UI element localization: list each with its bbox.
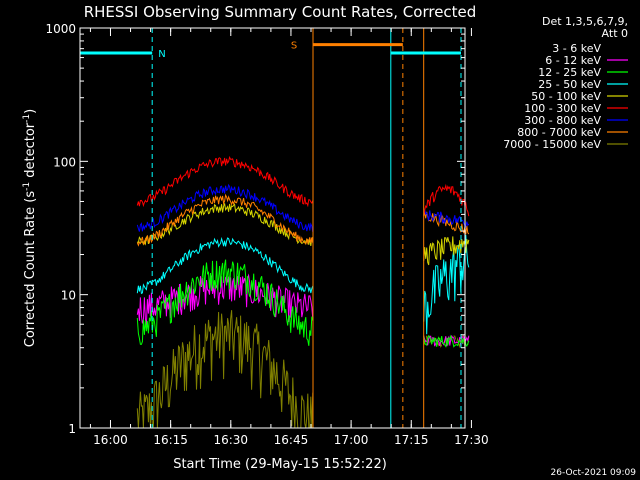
legend-label-2: 12 - 25 keV	[538, 66, 601, 79]
y-axis-label-part3: )	[23, 109, 38, 114]
series-line-6-pass1	[136, 183, 314, 233]
legend-header-1: Att 0	[602, 27, 628, 40]
y-axis-label-sup1: -1	[22, 182, 32, 191]
x-tick-label-2: 16:30	[213, 433, 248, 447]
y-tick-label-1: 10	[61, 289, 76, 303]
legend-label-3: 25 - 50 keV	[538, 78, 601, 91]
legend-label-4: 50 - 100 keV	[531, 90, 601, 103]
legend-label-6: 300 - 800 keV	[524, 114, 601, 127]
x-tick-label-5: 17:15	[394, 433, 429, 447]
x-tick-label-0: 16:00	[93, 433, 128, 447]
x-tick-label-1: 16:15	[153, 433, 188, 447]
legend-label-0: 3 - 6 keV	[552, 42, 601, 55]
y-tick-label-3: 1000	[45, 22, 76, 36]
series-line-2-pass1	[136, 259, 314, 346]
y-tick-label-0: 1	[68, 422, 76, 436]
y-axis-label-sup2: -1	[22, 114, 32, 123]
series-line-0-pass1	[136, 275, 314, 354]
y-tick-label-2: 100	[53, 155, 76, 169]
legend-label-7: 800 - 7000 keV	[517, 126, 601, 139]
series-line-7-pass1	[136, 193, 314, 247]
y-axis-label-part2: detector	[23, 122, 38, 182]
axes: 16:00 16:15 16:30 16:45 17:00 17:15 17:30 1 10 10…	[45, 22, 488, 447]
chart-title: RHESSI Observing Summary Count Rates, Co…	[84, 3, 477, 21]
series-line-2-pass2	[423, 334, 470, 348]
annotation-label-N: N	[158, 49, 165, 60]
plot-frame	[79, 27, 466, 429]
x-tick-label-3: 16:45	[274, 433, 309, 447]
y-axis-label-part1: Corrected Count Rate (s	[23, 191, 38, 348]
legend-label-1: 6 - 12 keV	[545, 54, 601, 67]
x-tick-label-6: 17:30	[454, 433, 489, 447]
legend-label-8: 7000 - 15000 keV	[503, 138, 601, 151]
annotation-label-S: S	[291, 41, 297, 52]
y-axis-label: Corrected Count Rate (s-1 detector-1)	[22, 109, 38, 347]
x-axis-label: Start Time (29-May-15 15:52:22)	[173, 457, 387, 472]
series-line-3-pass2	[423, 234, 470, 335]
series-line-3-pass1	[136, 236, 314, 295]
legend-label-5: 100 - 300 keV	[524, 102, 601, 115]
plot-area	[136, 155, 470, 429]
legend-header-0: Det 1,3,5,6,7,9,	[542, 15, 628, 28]
timestamp: 26-Oct-2021 09:09	[551, 468, 637, 478]
series-line-8-pass1	[136, 310, 314, 429]
series-line-5-pass1	[136, 155, 314, 208]
x-tick-label-4: 17:00	[334, 433, 369, 447]
